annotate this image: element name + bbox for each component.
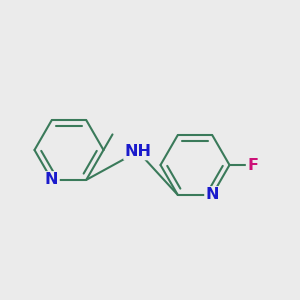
Text: F: F <box>247 158 258 172</box>
Text: N: N <box>45 172 58 188</box>
Text: NH: NH <box>124 144 152 159</box>
Text: N: N <box>206 188 219 202</box>
